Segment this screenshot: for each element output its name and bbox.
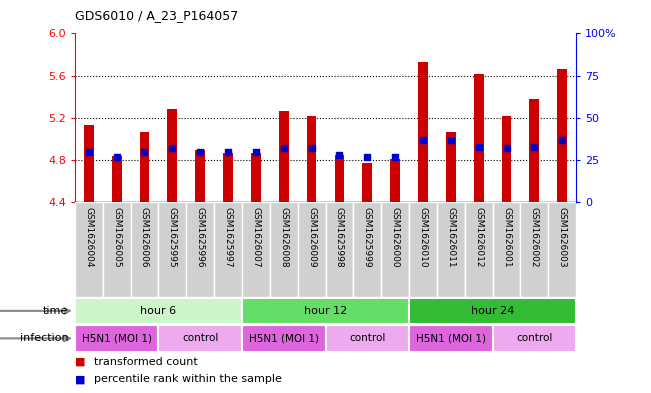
Bar [75,325,158,352]
Text: hour 12: hour 12 [304,306,347,316]
Text: GSM1626007: GSM1626007 [251,207,260,268]
Text: GSM1626002: GSM1626002 [530,207,539,268]
Text: GDS6010 / A_23_P164057: GDS6010 / A_23_P164057 [75,9,238,22]
Point [529,143,540,150]
Text: ■: ■ [75,356,85,367]
Bar [465,202,493,297]
Text: ■: ■ [75,374,85,384]
Bar [186,202,214,297]
Point [307,145,317,151]
Bar [223,153,233,202]
Text: GSM1626010: GSM1626010 [419,207,428,268]
Point [362,154,372,160]
Text: GSM1625997: GSM1625997 [223,207,232,268]
Bar [390,159,400,202]
Point [139,149,150,155]
Bar [158,202,186,297]
Bar [363,163,372,202]
Text: hour 6: hour 6 [141,306,176,316]
Text: control: control [516,333,553,343]
Point [251,149,261,155]
Point [83,149,94,155]
Bar [437,202,465,297]
Bar [326,202,353,297]
Text: GSM1626008: GSM1626008 [279,207,288,268]
Text: H5N1 (MOI 1): H5N1 (MOI 1) [416,333,486,343]
Bar [557,69,567,202]
Bar [502,116,512,202]
Text: GSM1626011: GSM1626011 [447,207,455,268]
Bar [298,202,326,297]
Bar [242,202,270,297]
Bar [75,298,242,324]
Bar [409,202,437,297]
Bar [409,298,576,324]
Point [279,145,289,151]
Point [111,154,122,160]
Text: GSM1626012: GSM1626012 [474,207,483,268]
Bar [548,202,576,297]
Text: transformed count: transformed count [94,356,198,367]
Text: GSM1626001: GSM1626001 [502,207,511,268]
Bar [418,62,428,202]
Text: infection: infection [20,333,68,343]
Text: GSM1626004: GSM1626004 [84,207,93,268]
Text: control: control [349,333,385,343]
Bar [167,110,177,202]
Text: GSM1625998: GSM1625998 [335,207,344,268]
Point [167,145,178,151]
Text: GSM1625999: GSM1625999 [363,207,372,268]
Point [418,137,428,143]
Bar [520,202,548,297]
Bar [131,202,158,297]
Bar [474,73,484,202]
Point [223,149,233,155]
Bar [75,202,103,297]
Bar [307,116,316,202]
Point [473,143,484,150]
Text: H5N1 (MOI 1): H5N1 (MOI 1) [249,333,319,343]
Point [445,137,456,143]
Bar [381,202,409,297]
Text: GSM1625996: GSM1625996 [196,207,204,268]
Bar [493,202,520,297]
Text: GSM1626003: GSM1626003 [558,207,567,268]
Bar [195,150,205,202]
Bar [353,202,381,297]
Text: GSM1626009: GSM1626009 [307,207,316,268]
Bar [279,110,288,202]
Bar [326,325,409,352]
Bar [158,325,242,352]
Text: time: time [43,306,68,316]
Bar [84,125,94,202]
Point [334,152,344,158]
Text: GSM1626006: GSM1626006 [140,207,149,268]
Text: GSM1625995: GSM1625995 [168,207,177,268]
Bar [529,99,539,202]
Point [195,149,206,155]
Bar [270,202,298,297]
Bar [493,325,576,352]
Bar [214,202,242,297]
Point [557,137,568,143]
Text: hour 24: hour 24 [471,306,514,316]
Bar [409,325,493,352]
Bar [446,132,456,202]
Bar [242,325,326,352]
Bar [335,155,344,202]
Text: GSM1626000: GSM1626000 [391,207,400,268]
Bar [103,202,131,297]
Text: H5N1 (MOI 1): H5N1 (MOI 1) [81,333,152,343]
Point [390,154,400,160]
Text: percentile rank within the sample: percentile rank within the sample [94,374,283,384]
Text: GSM1626005: GSM1626005 [112,207,121,268]
Text: control: control [182,333,218,343]
Bar [112,156,122,202]
Bar [242,298,409,324]
Bar [251,153,261,202]
Bar [139,132,149,202]
Point [501,145,512,151]
